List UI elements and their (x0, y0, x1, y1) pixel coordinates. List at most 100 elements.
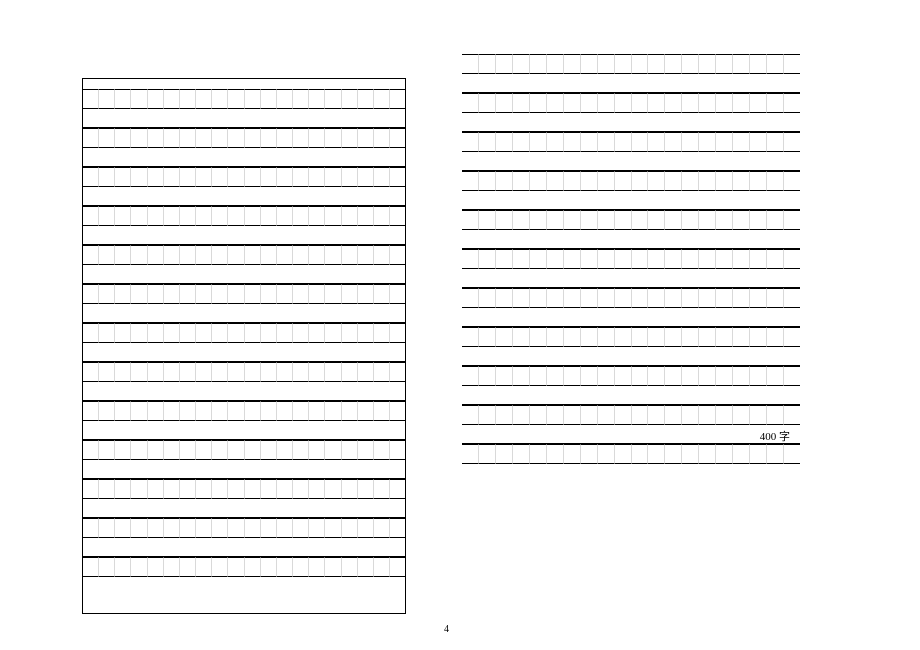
grid-cell (530, 327, 547, 347)
grid-cell (261, 323, 277, 343)
grid-cell (648, 444, 665, 464)
grid-cell (530, 54, 547, 74)
grid-cell (358, 206, 374, 226)
grid-cell (374, 284, 390, 304)
grid-cell (530, 171, 547, 191)
grid-cell (325, 518, 341, 538)
grid-cell (342, 401, 358, 421)
cell-row (462, 171, 800, 191)
grid-cell (615, 93, 632, 113)
grid-cell (180, 323, 196, 343)
grid-cell (99, 479, 115, 499)
grid-cell (682, 444, 699, 464)
grid-cell (293, 479, 309, 499)
grid-cell (325, 401, 341, 421)
cell-row (83, 89, 405, 109)
grid-cell (716, 171, 733, 191)
cell-row (462, 132, 800, 152)
grid-cell (342, 440, 358, 460)
grid-cell (682, 249, 699, 269)
grid-cell (180, 557, 196, 577)
grid-cell (513, 171, 530, 191)
grid-cell (148, 128, 164, 148)
grid-cell (374, 323, 390, 343)
grid-cell (196, 128, 212, 148)
grid-cell (180, 167, 196, 187)
grid-cell (164, 245, 180, 265)
grid-cell (547, 132, 564, 152)
grid-cell (479, 366, 496, 386)
grid-cell (358, 401, 374, 421)
grid-cell (699, 366, 716, 386)
grid-cell (99, 89, 115, 109)
grid-cell (309, 245, 325, 265)
gap-row (83, 577, 405, 596)
grid-cell (390, 362, 405, 382)
grid-cell (325, 128, 341, 148)
grid-cell (196, 89, 212, 109)
grid-cell (564, 171, 581, 191)
grid-cell (277, 206, 293, 226)
grid-cell (513, 93, 530, 113)
grid-cell (564, 249, 581, 269)
grid-cell (750, 210, 767, 230)
cell-row (462, 249, 800, 269)
grid-cell (342, 323, 358, 343)
grid-cell (632, 444, 649, 464)
grid-cell (83, 245, 99, 265)
grid-cell (180, 245, 196, 265)
grid-cell (699, 249, 716, 269)
grid-cell (228, 167, 244, 187)
grid-cell (581, 171, 598, 191)
grid-cell (615, 405, 632, 425)
grid-cell (496, 405, 513, 425)
grid-cell (99, 167, 115, 187)
grid-cell (245, 128, 261, 148)
grid-cell (615, 210, 632, 230)
grid-cell (148, 362, 164, 382)
grid-cell (390, 206, 405, 226)
grid-cell (115, 89, 131, 109)
gap-row (83, 343, 405, 362)
grid-cell (767, 405, 784, 425)
grid-cell (615, 54, 632, 74)
grid-cell (479, 54, 496, 74)
grid-cell (496, 327, 513, 347)
grid-cell (648, 327, 665, 347)
grid-cell (767, 327, 784, 347)
cell-row (83, 362, 405, 382)
grid-cell (83, 128, 99, 148)
grid-cell (83, 323, 99, 343)
gap-row (462, 308, 800, 327)
grid-cell (665, 288, 682, 308)
grid-cell (699, 132, 716, 152)
grid-cell (358, 89, 374, 109)
grid-cell (293, 284, 309, 304)
gap-row (83, 187, 405, 206)
grid-cell (164, 206, 180, 226)
grid-cell (212, 245, 228, 265)
grid-cell (716, 210, 733, 230)
grid-cell (277, 362, 293, 382)
grid-cell (547, 444, 564, 464)
grid-cell (164, 128, 180, 148)
grid-cell (212, 440, 228, 460)
grid-cell (148, 206, 164, 226)
grid-row (83, 206, 405, 245)
grid-cell (581, 249, 598, 269)
grid-cell (99, 557, 115, 577)
grid-cell (99, 245, 115, 265)
grid-cell (131, 557, 147, 577)
cell-row (462, 366, 800, 386)
grid-cell (767, 249, 784, 269)
grid-cell (564, 444, 581, 464)
grid-cell (390, 89, 405, 109)
grid-cell (750, 171, 767, 191)
cell-row (83, 284, 405, 304)
grid-cell (309, 440, 325, 460)
grid-cell (462, 405, 479, 425)
grid-cell (164, 89, 180, 109)
grid-cell (325, 245, 341, 265)
grid-cell (83, 362, 99, 382)
grid-cell (479, 444, 496, 464)
